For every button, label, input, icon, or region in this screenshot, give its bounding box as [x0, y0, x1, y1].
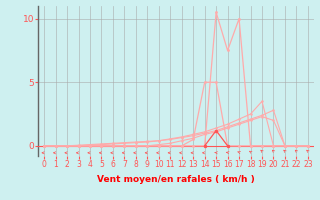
X-axis label: Vent moyen/en rafales ( km/h ): Vent moyen/en rafales ( km/h )	[97, 175, 255, 184]
